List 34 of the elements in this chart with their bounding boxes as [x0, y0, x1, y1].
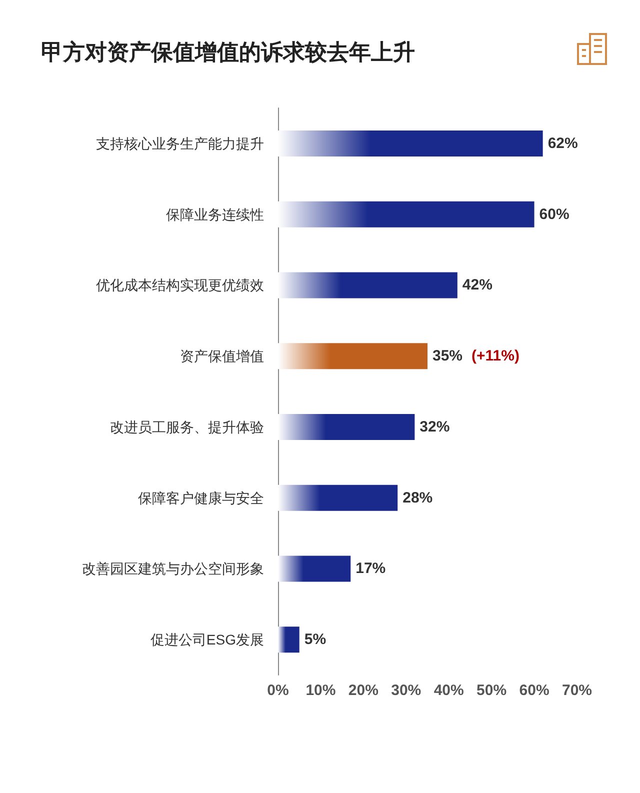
- bar: [278, 556, 351, 582]
- data-label: 17%: [356, 560, 386, 578]
- y-tick-label: 改善园区建筑与办公空间形象: [82, 560, 264, 577]
- y-tick-label: 保障业务连续性: [166, 206, 264, 222]
- bar: [278, 626, 300, 653]
- y-tick-label: 优化成本结构实现更优绩效: [96, 277, 264, 294]
- x-tick-label: 10%: [306, 682, 336, 699]
- data-label: 35%: [432, 348, 463, 365]
- x-tick-label: 20%: [348, 682, 378, 699]
- y-tick-label: 改进员工服务、提升体验: [110, 418, 264, 435]
- chart-title: 甲方对资产保值增值的诉求较去年上升: [41, 40, 415, 64]
- y-tick-label: 支持核心业务生产能力提升: [96, 135, 264, 152]
- annotation: (+11%): [472, 348, 520, 365]
- bar: [278, 414, 415, 440]
- y-tick-label: 资产保值增值: [180, 348, 264, 364]
- bar: [278, 130, 543, 156]
- x-tick-label: 40%: [434, 682, 464, 699]
- x-tick-label: 60%: [519, 682, 550, 699]
- bar: [278, 484, 398, 511]
- data-label: 60%: [539, 206, 570, 223]
- x-tick-label: 50%: [476, 682, 507, 699]
- data-label: 5%: [304, 631, 326, 648]
- data-label: 32%: [420, 418, 450, 436]
- data-label: 28%: [402, 489, 433, 506]
- data-label: 62%: [548, 134, 578, 152]
- x-tick-label: 70%: [562, 682, 592, 699]
- bar: [278, 201, 534, 228]
- x-tick-label: 0%: [267, 682, 289, 699]
- bar: [278, 343, 428, 370]
- data-label: 42%: [462, 276, 492, 294]
- y-tick-label: 保障客户健康与安全: [138, 490, 264, 506]
- bar: [278, 272, 458, 298]
- x-tick-label: 30%: [391, 682, 422, 699]
- y-tick-label: 促进公司ESG发展: [150, 632, 264, 648]
